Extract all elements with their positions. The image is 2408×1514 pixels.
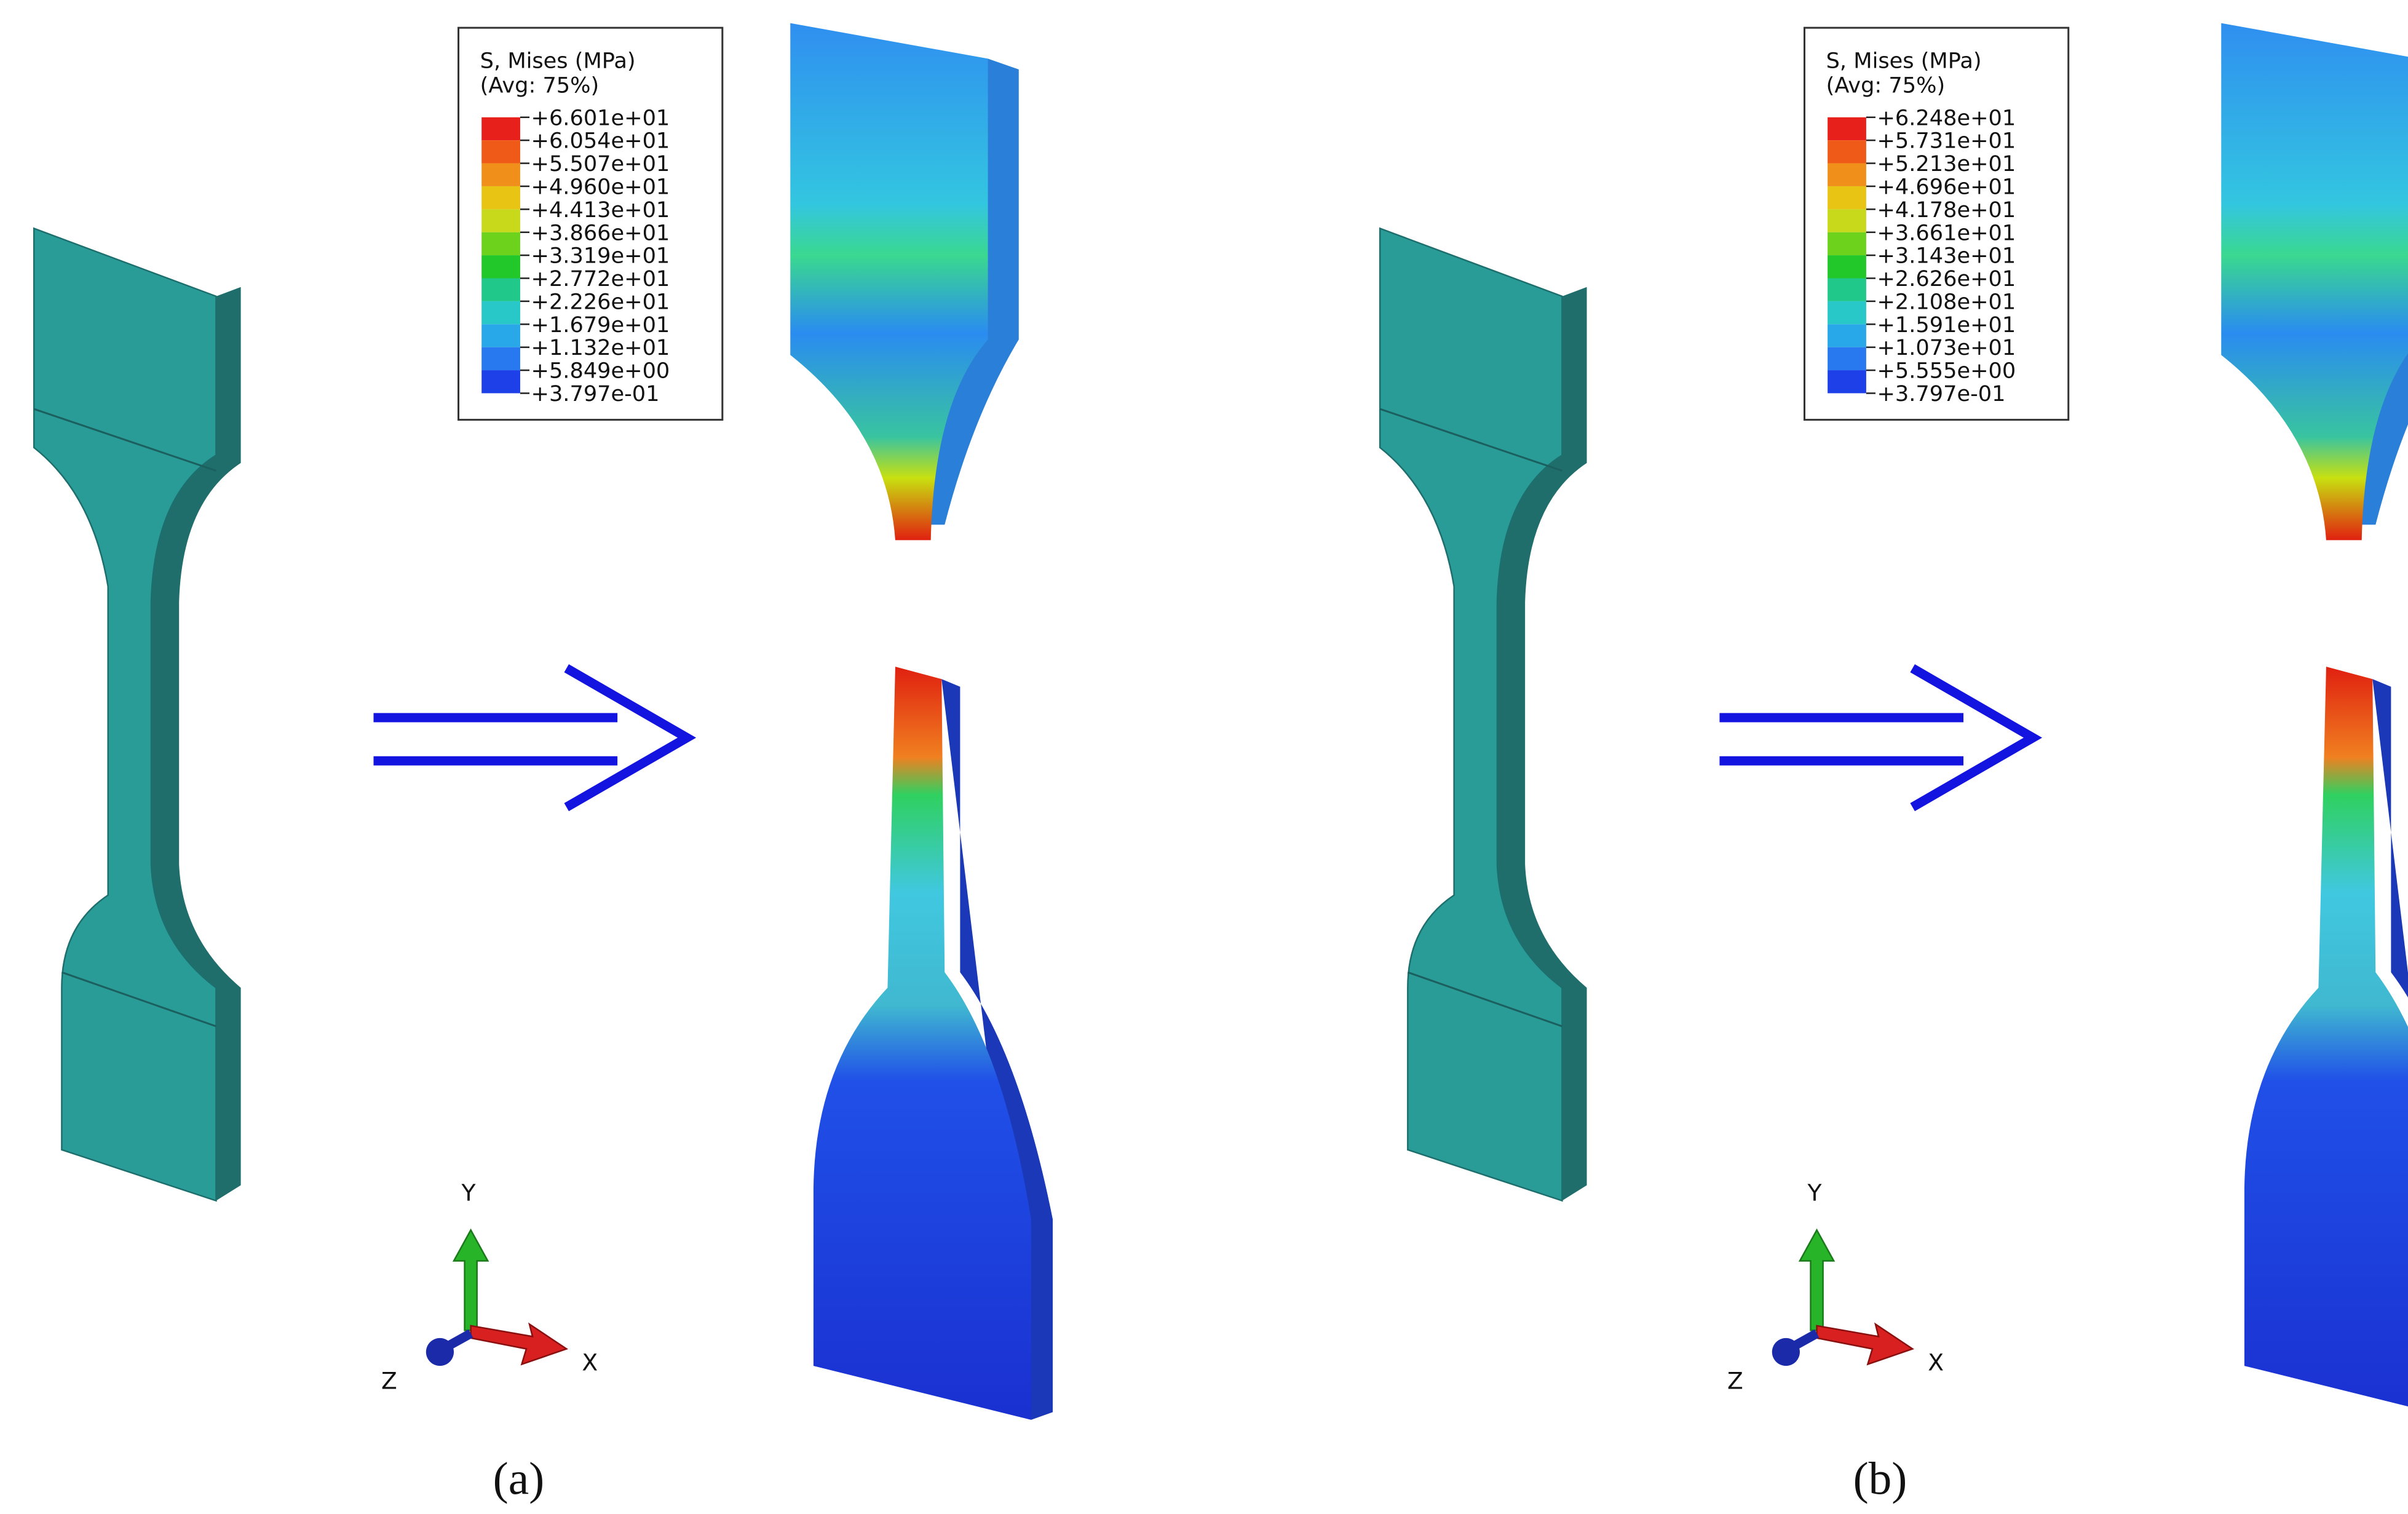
legend-level: +6.248e+01 <box>1877 105 2016 130</box>
process-arrow <box>373 664 697 812</box>
legend-band <box>1828 255 1866 279</box>
triad-z-label: Z <box>381 1368 397 1395</box>
legend-band <box>1828 186 1866 210</box>
legend-level: +1.679e+01 <box>531 312 670 338</box>
legend-level: +4.696e+01 <box>1877 174 2016 199</box>
legend-band <box>1828 347 1866 371</box>
specimen-bottom <box>813 667 1031 1420</box>
triad-z-shaft <box>440 1329 473 1353</box>
legend-level: +3.319e+01 <box>531 244 670 269</box>
legend-band <box>481 370 520 394</box>
legend-level: +2.226e+01 <box>531 289 670 314</box>
legend-band <box>481 278 520 301</box>
legend-band <box>1828 163 1866 186</box>
legend-band <box>481 255 520 279</box>
triad-x-label: X <box>582 1349 598 1376</box>
legend-level: +2.772e+01 <box>531 266 670 291</box>
triad-y-label: Y <box>461 1179 477 1207</box>
triad-z-label: Z <box>1727 1368 1743 1395</box>
legend-level: +5.213e+01 <box>1877 151 2016 176</box>
mesh-lines <box>33 408 216 1028</box>
mesh-specimen <box>33 227 217 1202</box>
legend-title: S, Mises (MPa) <box>1826 48 1982 73</box>
legend-level: +1.591e+01 <box>1877 312 2016 338</box>
legend-level: +6.601e+01 <box>531 105 670 130</box>
triad-y-label: Y <box>1807 1179 1823 1207</box>
mesh-specimen-side <box>151 287 241 1201</box>
legend-level: +3.143e+01 <box>1877 244 2016 269</box>
triad-y <box>1798 1228 1836 1331</box>
legend-level: +4.960e+01 <box>531 174 670 199</box>
panel: S, Mises (MPa)(Avg: 75%) +6.248e+01+5.731… <box>1379 23 2408 1504</box>
legend-level: +6.054e+01 <box>531 129 670 154</box>
legend-title: S, Mises (MPa) <box>480 48 636 73</box>
legend-level: +5.555e+00 <box>1877 359 2016 384</box>
legend-level: +5.731e+01 <box>1877 129 2016 154</box>
legend-band <box>1828 370 1866 394</box>
legend-subtitle: (Avg: 75%) <box>480 73 600 98</box>
mesh-lines <box>1379 408 1562 1028</box>
legend-level: +5.849e+00 <box>531 359 670 384</box>
legend-level: +1.132e+01 <box>531 335 670 360</box>
triad-z-shaft <box>1786 1329 1820 1353</box>
legend-band <box>1828 232 1866 256</box>
legend-level: +1.073e+01 <box>1877 335 2016 360</box>
caption: (a) <box>493 1453 545 1504</box>
specimen-top <box>790 23 988 541</box>
legend-band <box>481 347 520 371</box>
legend-subtitle: (Avg: 75%) <box>1826 73 1946 98</box>
legend-level: +2.626e+01 <box>1877 266 2016 291</box>
legend-band <box>481 163 520 186</box>
legend-band <box>481 140 520 164</box>
panel: S, Mises (MPa)(Avg: 75%) +6.601e+01+6.054… <box>33 23 1053 1504</box>
legend-band <box>1828 324 1866 347</box>
legend-band <box>481 117 520 141</box>
caption: (b) <box>1853 1453 1907 1504</box>
legend-level: +3.797e-01 <box>531 381 660 406</box>
legend-band <box>1828 301 1866 325</box>
legend-band <box>481 186 520 210</box>
legend-band <box>1828 209 1866 232</box>
legend-band <box>481 232 520 256</box>
legend-level: +4.178e+01 <box>1877 197 2016 223</box>
legend-level: +4.413e+01 <box>531 197 670 223</box>
legend-level: +2.108e+01 <box>1877 289 2016 314</box>
legend-level: +3.866e+01 <box>531 220 670 245</box>
legend-band <box>1828 140 1866 164</box>
legend-level: +5.507e+01 <box>531 151 670 176</box>
triad-y <box>452 1228 489 1331</box>
legend-band <box>481 301 520 325</box>
legend-level: +3.797e-01 <box>1877 381 2005 406</box>
legend-band <box>1828 278 1866 301</box>
legend-band <box>481 209 520 232</box>
process-arrow <box>1719 664 2043 812</box>
triad-x <box>470 1322 569 1366</box>
mesh-specimen-side <box>1497 287 1587 1201</box>
legend-band <box>481 324 520 347</box>
triad-x <box>1816 1322 1915 1366</box>
specimen-bottom <box>2244 667 2408 1407</box>
legend-band <box>1828 117 1866 141</box>
legend-level: +3.661e+01 <box>1877 220 2016 245</box>
triad-x-label: X <box>1928 1349 1944 1376</box>
mesh-specimen <box>1379 227 1563 1202</box>
specimen-top <box>2221 23 2408 541</box>
specimen-bottom-side <box>2372 679 2408 998</box>
